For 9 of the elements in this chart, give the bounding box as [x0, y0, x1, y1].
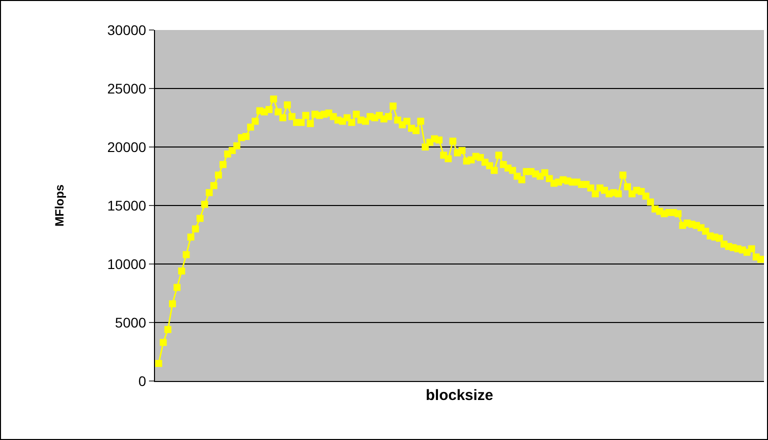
y-tick-label: 25000 — [107, 80, 146, 96]
y-tick-label: 10000 — [107, 256, 146, 272]
y-axis-title: MFlops — [52, 184, 67, 226]
y-tick-label: 5000 — [115, 314, 146, 330]
y-tick-label: 30000 — [107, 22, 146, 38]
x-axis-title: blocksize — [426, 387, 494, 404]
y-tick-label: 0 — [138, 372, 146, 389]
y-tick-label: 20000 — [107, 138, 146, 155]
y-tick-label: 15000 — [107, 197, 146, 214]
